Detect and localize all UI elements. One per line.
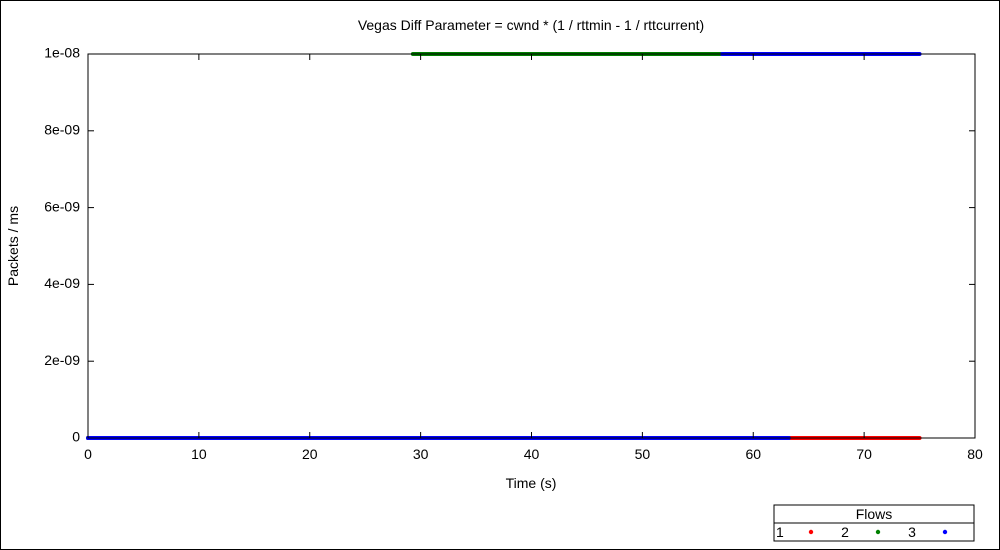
x-tick-label: 40 — [524, 446, 540, 462]
y-tick-label: 1e-08 — [44, 45, 80, 61]
legend: Flows 1 2 3 — [773, 504, 975, 542]
y-tick-label: 2e-09 — [44, 352, 80, 368]
x-tick-label: 50 — [635, 446, 651, 462]
legend-entries: 1 2 3 — [776, 524, 948, 540]
y-tick-label: 8e-09 — [44, 122, 80, 138]
x-tick-label: 30 — [413, 446, 429, 462]
x-tick-label: 70 — [856, 446, 872, 462]
legend-entry-label: 3 — [908, 524, 916, 540]
legend-entry-marker — [942, 529, 948, 535]
y-axis-label: Packets / ms — [5, 206, 21, 286]
y-tick-label: 6e-09 — [44, 198, 80, 214]
x-tick-label: 10 — [191, 446, 207, 462]
legend-entry-marker — [808, 529, 814, 535]
y-tick-label: 0 — [72, 429, 80, 445]
ticks-layer: 0 10 20 30 40 50 60 70 80 0 2e-09 4e-09 6e-09 8e-09 1e… — [44, 45, 983, 462]
plot-area — [87, 53, 976, 439]
data-layer — [86, 52, 922, 440]
x-tick-label: 60 — [745, 446, 761, 462]
y-tick-label: 4e-09 — [44, 275, 80, 291]
legend-entry-marker — [875, 529, 881, 535]
legend-title: Flows — [856, 506, 893, 522]
legend-entry-label: 1 — [776, 524, 784, 540]
x-axis-label: Time (s) — [506, 475, 557, 491]
chart-title: Vegas Diff Parameter = cwnd * (1 / rttmi… — [358, 17, 704, 33]
legend-entry-label: 2 — [841, 524, 849, 540]
x-tick-label: 20 — [302, 446, 318, 462]
x-tick-label: 0 — [84, 446, 92, 462]
x-tick-label: 80 — [967, 446, 983, 462]
